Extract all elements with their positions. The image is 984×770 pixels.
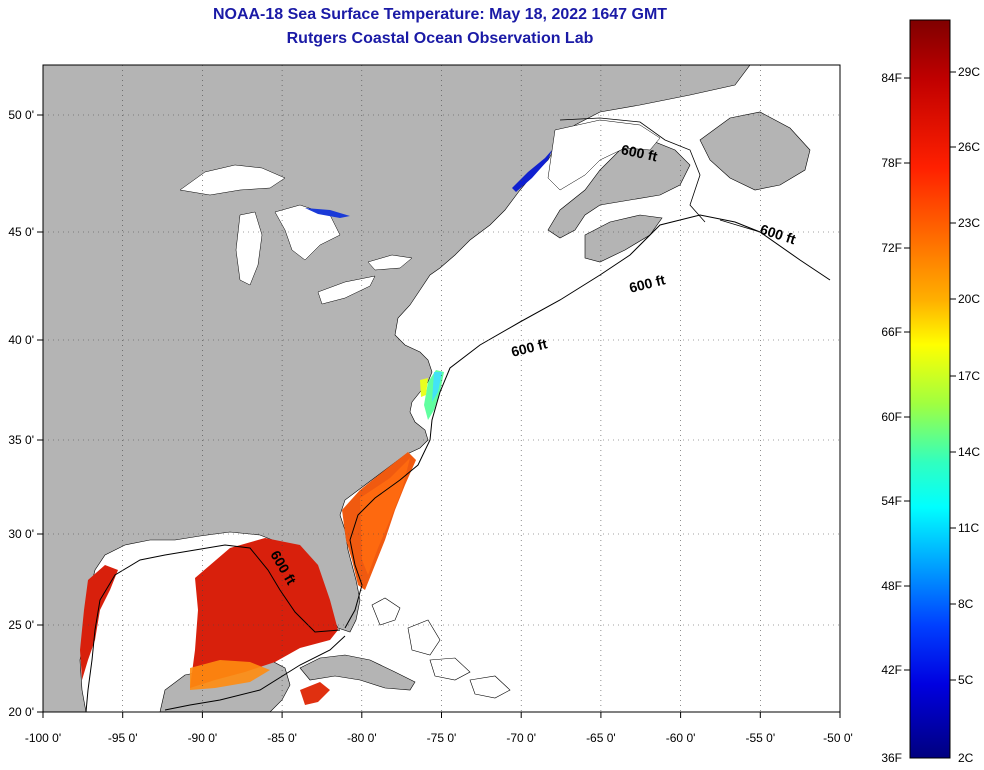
lon-tick-label: -65 0' xyxy=(586,731,616,745)
lon-tick-label: -70 0' xyxy=(506,731,536,745)
colorbar-label-f: 60F xyxy=(881,410,902,424)
lon-tick-label: -90 0' xyxy=(188,731,218,745)
sst-gulf-yucatan-warm xyxy=(190,660,270,690)
map-title: NOAA-18 Sea Surface Temperature: May 18,… xyxy=(212,6,668,23)
land-north-america xyxy=(43,65,751,712)
colorbar-label-c: 23C xyxy=(958,216,980,230)
colorbar-label-f: 54F xyxy=(881,494,902,508)
great-lake-superior xyxy=(179,164,286,196)
great-lake-huron xyxy=(274,204,341,261)
depth-contour-600ft xyxy=(85,214,831,712)
colorbar-label-c: 14C xyxy=(958,445,980,459)
colorbar-label-c: 5C xyxy=(958,673,974,687)
colorbar-label-f: 48F xyxy=(881,579,902,593)
land-newfoundland xyxy=(699,111,811,191)
lon-tick-label: -60 0' xyxy=(666,731,696,745)
colorbar xyxy=(909,19,951,759)
lon-tick-label: -100 0' xyxy=(25,731,61,745)
map-subtitle: Rutgers Coastal Ocean Observation Lab xyxy=(286,30,594,47)
colorbar-label-f: 72F xyxy=(881,241,902,255)
lon-tick-label: -95 0' xyxy=(108,731,138,745)
depth-contour-st-lawrence xyxy=(559,117,761,233)
lon-tick-label: -85 0' xyxy=(267,731,297,745)
colorbar-ticks xyxy=(904,71,956,681)
sst-chesapeake-cold xyxy=(432,372,442,402)
lon-tick-label: -50 0' xyxy=(823,731,853,745)
map-content xyxy=(43,65,840,712)
sst-st-lawrence-cold xyxy=(512,150,552,192)
colorbar-label-c: 11C xyxy=(958,521,979,535)
colorbar-label-f: 36F xyxy=(881,751,902,765)
sst-lake-superior-cold xyxy=(305,208,350,218)
lon-tick-label: -55 0' xyxy=(745,731,775,745)
colorbar-label-f: 66F xyxy=(881,325,902,339)
sst-atlantic-northeast-strip xyxy=(360,458,410,575)
great-lake-michigan xyxy=(235,211,263,286)
contour-label-600ft: 600 ft xyxy=(620,141,659,164)
colorbar-label-f: 78F xyxy=(881,156,902,170)
lon-tick-label: -75 0' xyxy=(427,731,457,745)
great-lake-erie xyxy=(317,275,376,305)
lat-tick-label: 50 0' xyxy=(8,108,34,122)
sst-chesapeake-yellow xyxy=(420,378,428,397)
great-lake-ontario xyxy=(367,254,413,271)
colorbar-label-c: 29C xyxy=(958,65,980,79)
sst-texas-coast xyxy=(80,565,118,680)
colorbar-label-f: 84F xyxy=(881,71,902,85)
land-cuba xyxy=(299,654,416,691)
lat-tick-label: 25 0' xyxy=(8,618,34,632)
colorbar-label-c: 26C xyxy=(958,140,980,154)
colorbar-label-c: 17C xyxy=(958,369,980,383)
colorbar-label-f: 42F xyxy=(881,663,902,677)
axis-ticks xyxy=(37,114,841,718)
colorbar-label-c: 2C xyxy=(958,751,974,765)
bahamas-outline xyxy=(371,597,511,699)
sst-cuba-north xyxy=(300,682,330,705)
colorbar-label-c: 8C xyxy=(958,597,974,611)
lat-tick-label: 45 0' xyxy=(8,225,34,239)
lat-tick-label: 35 0' xyxy=(8,433,34,447)
gulf-st-lawrence xyxy=(547,119,661,191)
lon-tick-label: -80 0' xyxy=(347,731,377,745)
lat-tick-label: 20 0' xyxy=(8,705,34,719)
lat-tick-label: 40 0' xyxy=(8,333,34,347)
colorbar-label-c: 20C xyxy=(958,292,980,306)
lat-tick-label: 30 0' xyxy=(8,527,34,541)
sst-gulf-of-mexico xyxy=(190,538,338,688)
land-canadian-maritimes xyxy=(547,139,691,239)
